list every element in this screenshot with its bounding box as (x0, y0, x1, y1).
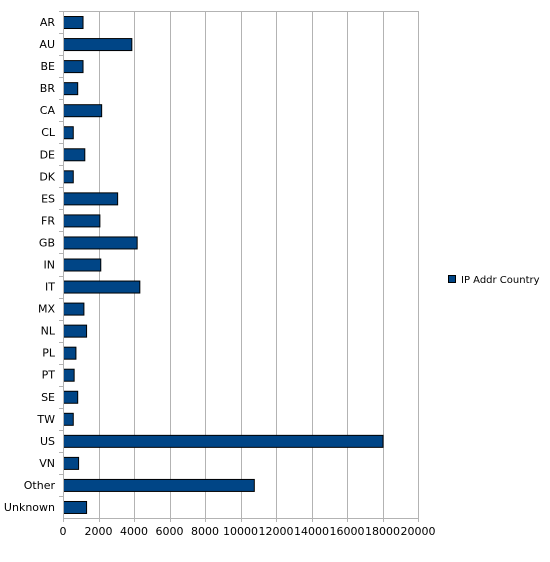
y-tick-label: BR (40, 82, 56, 95)
y-tick-label: SE (41, 391, 55, 404)
legend: IP Addr Country (448, 275, 540, 286)
bar (63, 148, 86, 162)
y-tick-label: DE (40, 148, 55, 161)
bar (63, 126, 74, 140)
bar (63, 214, 101, 228)
x-axis-tick-labels: 0 2000 4000 6000 8000 10000 12000 14000 16000 180… (60, 525, 436, 538)
y-tick-label: FR (41, 214, 55, 227)
bar (63, 16, 84, 30)
bar (63, 500, 88, 514)
y-tick-label: AU (39, 38, 55, 51)
legend-swatch (448, 275, 456, 283)
x-tick-label: 12000 (259, 525, 294, 538)
y-tick-label: TW (36, 413, 55, 426)
legend-label: IP Addr Country (461, 275, 540, 286)
y-tick-label: CL (41, 126, 56, 139)
x-tick-label: 16000 (330, 525, 365, 538)
bar (63, 324, 88, 338)
y-tick-label: PT (42, 369, 56, 382)
bar (63, 280, 141, 294)
bar (63, 82, 79, 96)
y-tick-label: Unknown (4, 501, 55, 514)
y-tick-label: IT (45, 281, 55, 294)
y-tick-label: Other (24, 479, 56, 492)
y-tick-label: PL (42, 347, 56, 360)
bar (63, 302, 85, 316)
bar (63, 478, 255, 492)
x-tick-label: 0 (60, 525, 67, 538)
bars (63, 16, 384, 514)
y-tick-label: AR (40, 16, 56, 29)
bar (63, 390, 79, 404)
bar (63, 346, 77, 360)
x-tick-label: 20000 (401, 525, 436, 538)
bar (63, 456, 80, 470)
x-tick-label: 2000 (85, 525, 113, 538)
x-tick-label: 14000 (294, 525, 329, 538)
y-tick-label: ES (41, 192, 55, 205)
x-tick-label: 8000 (191, 525, 219, 538)
bar (63, 170, 74, 184)
y-tick-label: BE (41, 60, 56, 73)
y-tick-label: IN (44, 259, 55, 272)
bar (63, 368, 75, 382)
bar (63, 236, 138, 250)
bar (63, 258, 102, 272)
plot-area (63, 11, 418, 518)
x-tick-label: 18000 (365, 525, 400, 538)
bar (63, 434, 384, 448)
x-tick-label: 6000 (156, 525, 184, 538)
y-tick-label: GB (39, 236, 55, 249)
bar (63, 60, 84, 74)
bar (63, 192, 119, 206)
x-tick-label: 10000 (223, 525, 258, 538)
axes (59, 11, 419, 522)
y-tick-label: MX (38, 303, 55, 316)
y-tick-label: DK (39, 170, 55, 183)
y-tick-label: NL (41, 325, 56, 338)
y-tick-label: CA (40, 104, 56, 117)
y-tick-label: VN (39, 457, 55, 470)
plot-border (63, 11, 419, 519)
bar (63, 412, 74, 426)
bar (63, 104, 103, 118)
bar (63, 38, 133, 52)
y-axis-tick-labels: AR AU BE BR CA CL DE DK ES FR GB IN IT MX NL PL PT SE TW US… (4, 16, 56, 514)
x-tick-label: 4000 (120, 525, 148, 538)
y-tick-label: US (40, 435, 55, 448)
